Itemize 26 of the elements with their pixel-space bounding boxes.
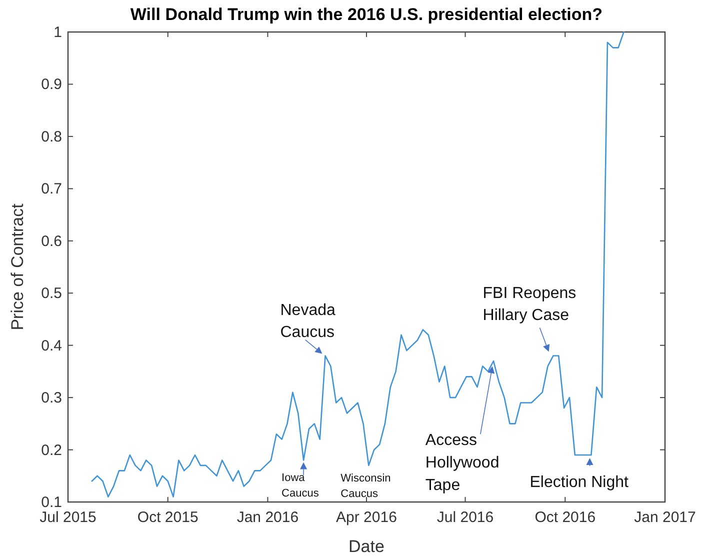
annotation: Election Night — [530, 474, 630, 491]
x-tick-label: Oct 2016 — [534, 509, 596, 526]
x-tick-label: Jul 2016 — [436, 509, 494, 526]
x-axis-title: Date — [348, 537, 384, 556]
y-tick-label: 0.5 — [41, 285, 62, 302]
x-tick-label: Jan 2016 — [236, 509, 299, 526]
y-tick-label: 0.1 — [41, 494, 62, 511]
annotation: FBI Reopens Hillary Case — [482, 284, 576, 324]
y-tick-label: 0.8 — [41, 128, 62, 146]
y-tick-label: 1 — [54, 24, 62, 41]
y-tick-label: 0.6 — [41, 232, 62, 250]
y-axis-title: Price of Contract — [8, 203, 27, 330]
x-tick-label: Apr 2016 — [336, 509, 397, 526]
chart-title: Will Donald Trump win the 2016 U.S. presidential election? — [130, 5, 603, 24]
y-tick-label: 0.4 — [41, 337, 62, 354]
y-tick-label: 0.7 — [41, 180, 62, 198]
x-tick-label: Jan 2017 — [634, 509, 696, 526]
y-tick-label: 0.2 — [41, 442, 62, 459]
y-tick-label: 0.9 — [41, 76, 62, 94]
annotation: Wisconsin Caucus — [340, 472, 391, 500]
annotation: Nevada Caucus — [280, 302, 336, 342]
annotation: Iowa Caucus — [282, 472, 320, 500]
x-tick-label: Jul 2015 — [40, 509, 96, 526]
x-tick-label: Oct 2015 — [137, 509, 198, 526]
y-tick-label: 0.3 — [41, 390, 62, 407]
annotation: Access Hollywood Tape — [425, 432, 500, 494]
